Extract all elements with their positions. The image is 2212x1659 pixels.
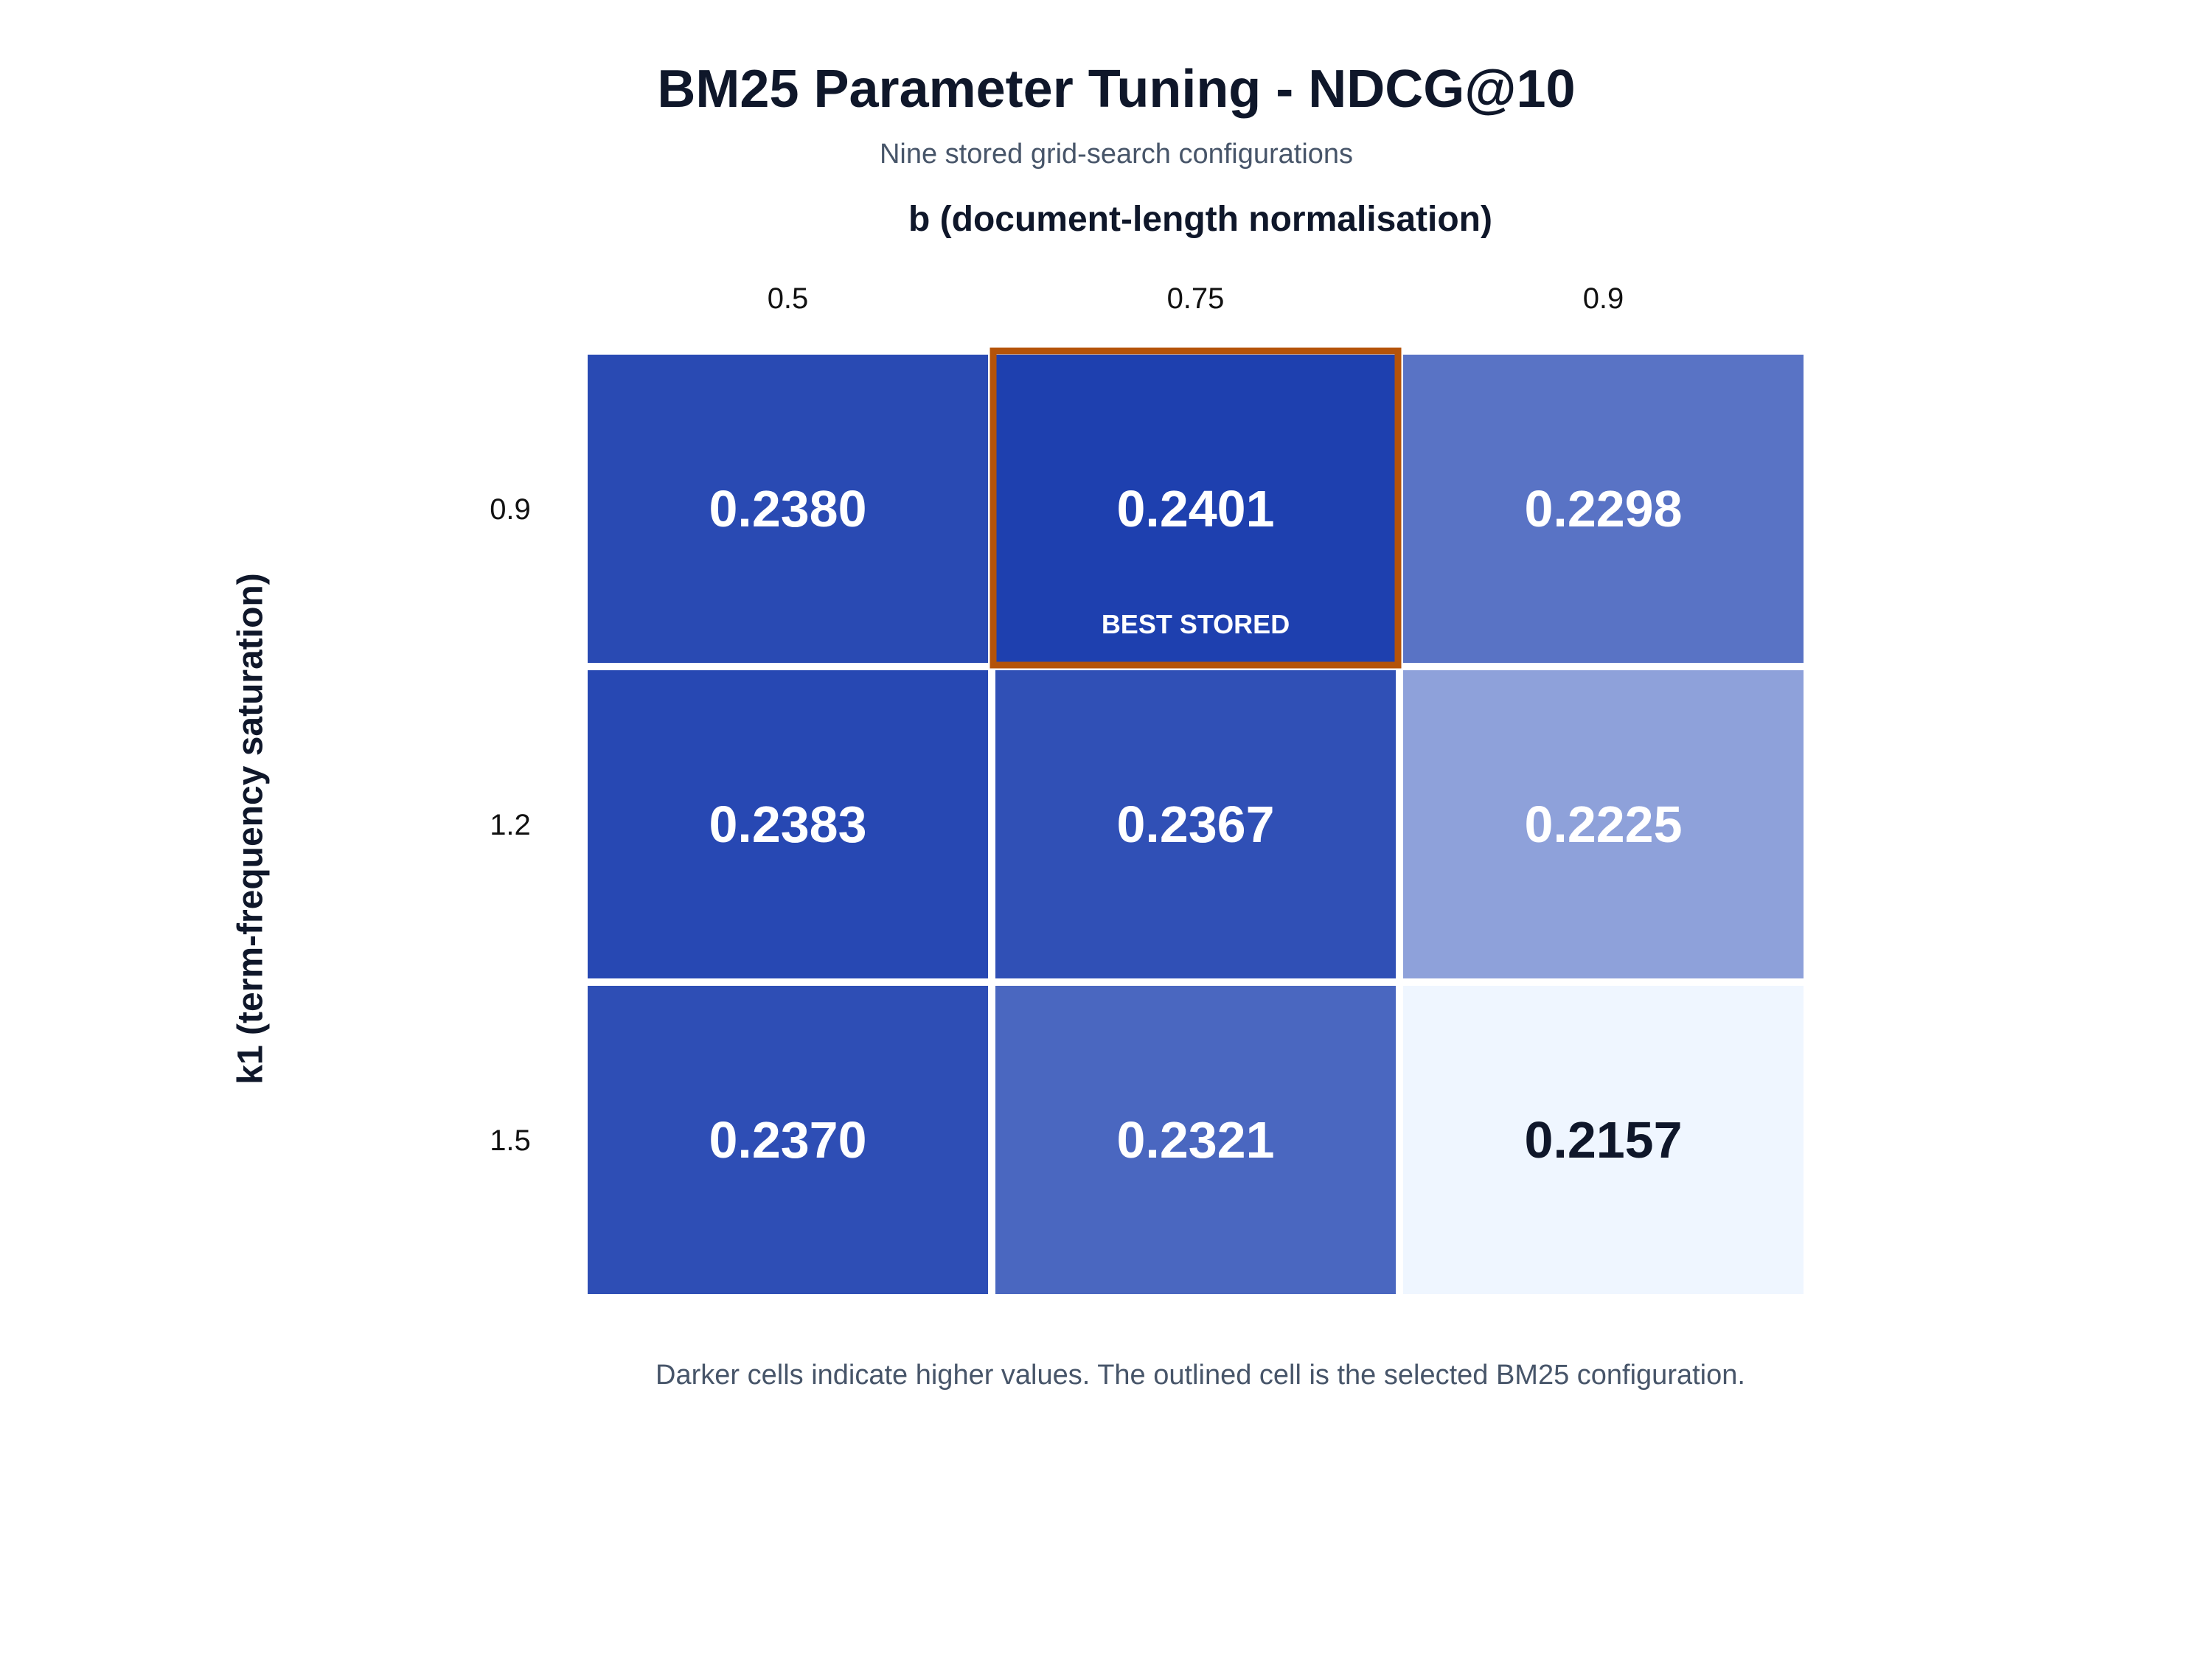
best-stored-label: BEST STORED — [1102, 609, 1290, 639]
x-tick-label: 0.9 — [1583, 282, 1624, 315]
heatmap-cell — [588, 355, 988, 663]
heatmap-cell — [995, 986, 1396, 1294]
heatmap-cell — [1403, 355, 1804, 663]
cell-value-label: 0.2225 — [1524, 796, 1682, 853]
y-tick-label: 1.2 — [490, 809, 531, 841]
best-config-outline — [990, 347, 1402, 669]
y-tick-label: 0.9 — [490, 493, 531, 526]
x-axis-label: b (document-length normalisation) — [908, 200, 1492, 239]
heatmap-cell — [588, 986, 988, 1294]
cell-value-label: 0.2401 — [1116, 480, 1274, 538]
chart-footnote: Darker cells indicate higher values. The… — [655, 1360, 1745, 1391]
cell-value-label: 0.2298 — [1524, 480, 1682, 538]
x-tick-label: 0.5 — [768, 282, 809, 315]
cell-value-label: 0.2367 — [1116, 796, 1274, 853]
cell-value-label: 0.2383 — [709, 796, 866, 853]
chart-title: BM25 Parameter Tuning - NDCG@10 — [657, 60, 1576, 119]
heatmap-cell — [588, 670, 988, 978]
heatmap-cell — [995, 355, 1396, 663]
y-tick-label: 1.5 — [490, 1124, 531, 1157]
cell-value-label: 0.2321 — [1116, 1111, 1274, 1169]
cell-value-label: 0.2370 — [709, 1111, 866, 1169]
chart-subtitle: Nine stored grid-search configurations — [879, 139, 1354, 170]
heatmap-cell — [1403, 986, 1804, 1294]
heatmap-cell — [1403, 670, 1804, 978]
cell-value-label: 0.2157 — [1524, 1111, 1682, 1169]
cell-value-label: 0.2380 — [709, 480, 866, 538]
heatmap-cell — [995, 670, 1396, 978]
x-tick-label: 0.75 — [1167, 282, 1225, 315]
